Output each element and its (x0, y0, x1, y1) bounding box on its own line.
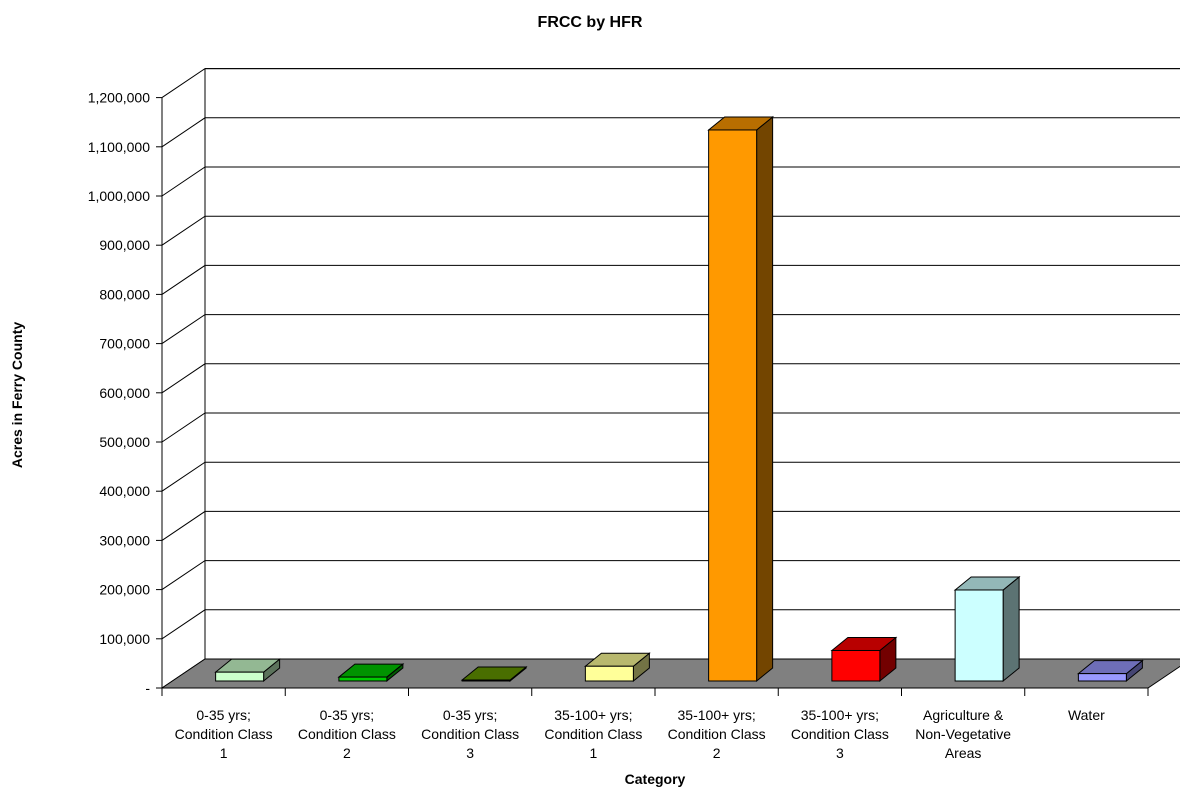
y-tick-label: 400,000 (99, 483, 150, 499)
y-tick-labels: - 100,000 200,000 300,000 400,000 500,000 600,… (88, 90, 162, 696)
x-tick-labels: 0-35 yrs; Condition Class 1 0-35 yrs; Condit… (161, 687, 1149, 761)
bar (460, 665, 528, 683)
bar (953, 575, 1021, 683)
bar (1076, 659, 1144, 683)
bar (830, 636, 898, 683)
chart-title: FRCC by HFR (538, 14, 643, 31)
x-tick-label: 35-100+ yrs; Condition Class 3 (791, 707, 889, 761)
chart-floor (160, 658, 1180, 689)
y-tick-label: 100,000 (99, 631, 150, 647)
grid-line (161, 609, 1180, 640)
floor-plane (160, 658, 1180, 689)
grid-line (161, 412, 1180, 443)
y-axis-title: Acres in Ferry County (9, 322, 25, 468)
chart-walls (161, 68, 1180, 688)
x-tick-label: Water (1068, 707, 1105, 723)
bar-front (215, 671, 265, 682)
bar-front (584, 665, 634, 682)
y-tick-label: 900,000 (99, 237, 150, 253)
grid-line (161, 314, 1180, 345)
grid-line (161, 215, 1180, 246)
x-tick-label: 35-100+ yrs; Condition Class 1 (544, 707, 642, 761)
grid-line (161, 510, 1180, 541)
bar-front (338, 676, 388, 682)
grid-line (161, 363, 1180, 394)
x-tick-label: 0-35 yrs; Condition Class 1 (175, 707, 273, 761)
y-tick-label: 1,200,000 (88, 90, 150, 106)
grid-lines (161, 68, 1180, 689)
bar-front (831, 649, 881, 682)
x-tick-label: 35-100+ yrs; Condition Class 2 (668, 707, 766, 761)
y-tick-label: 800,000 (99, 286, 150, 302)
x-tick-label: 0-35 yrs; Condition Class 2 (298, 707, 396, 761)
y-tick-label: 300,000 (99, 532, 150, 548)
bar-front (1077, 673, 1127, 682)
bars (214, 115, 1144, 683)
y-tick-label: 1,000,000 (88, 188, 150, 204)
grid-line (161, 166, 1180, 197)
bar-front (954, 589, 1004, 682)
bar-side (1002, 575, 1020, 683)
x-axis-title: Category (625, 771, 686, 787)
grid-line (161, 264, 1180, 295)
bar (337, 663, 405, 683)
bar-side (756, 115, 774, 683)
grid-line (161, 560, 1180, 591)
bar-front (708, 129, 758, 682)
x-tick-label: Agriculture & Non-Vegetative Areas (915, 707, 1011, 761)
grid-line (161, 117, 1180, 148)
bar (583, 652, 651, 683)
grid-line (161, 461, 1180, 492)
y-tick-label: 200,000 (99, 582, 150, 598)
y-tick-label: 500,000 (99, 434, 150, 450)
bar (707, 115, 775, 683)
bar-front (461, 679, 511, 682)
y-tick-label: 1,100,000 (88, 139, 150, 155)
bar (214, 658, 282, 683)
y-tick-label: 700,000 (99, 336, 150, 352)
grid-line (161, 68, 1180, 99)
y-tick-label: 600,000 (99, 385, 150, 401)
x-tick-label: 0-35 yrs; Condition Class 3 (421, 707, 519, 761)
y-tick-label: - (145, 680, 150, 696)
